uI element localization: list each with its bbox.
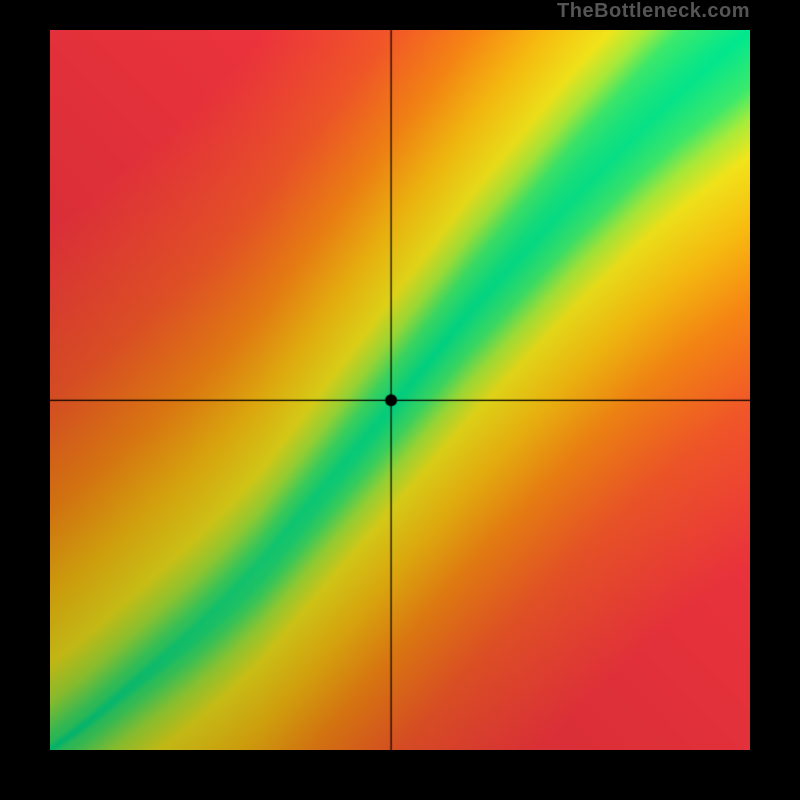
attribution-label: TheBottleneck.com xyxy=(557,0,750,23)
bottleneck-heatmap xyxy=(50,30,750,750)
